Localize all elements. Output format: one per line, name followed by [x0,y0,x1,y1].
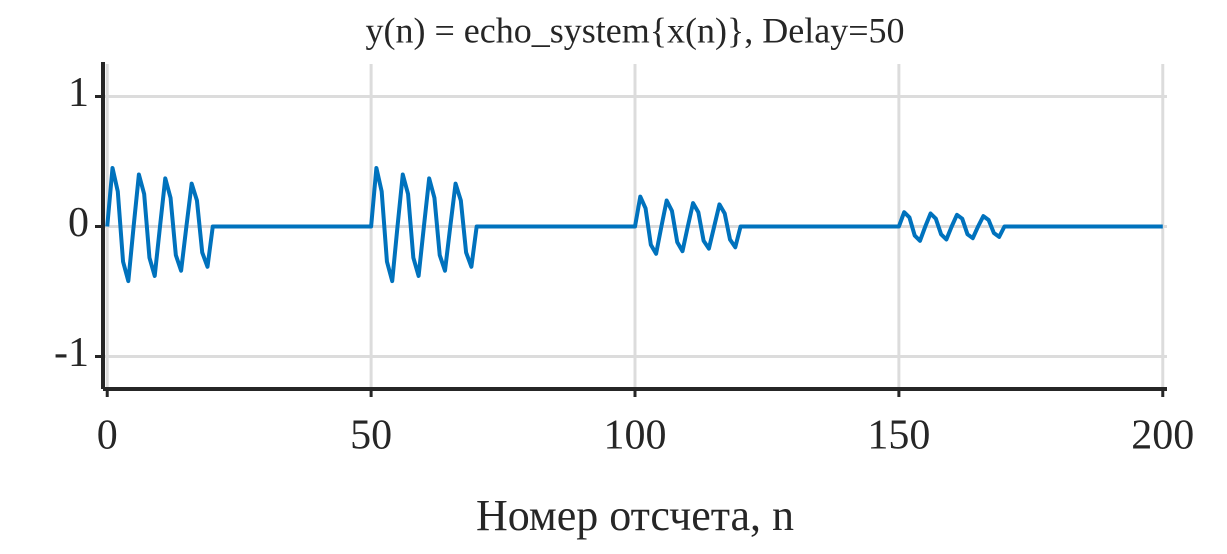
x-tick-label: 50 [350,413,392,459]
x-tick-label: 200 [1131,413,1194,459]
y-tick-label: 0 [68,200,89,246]
x-axis-label: Номер отсчета, n [476,491,794,540]
x-tick-label: 0 [97,413,118,459]
y-tick-label: -1 [54,330,89,376]
chart-title: y(n) = echo_system{x(n)}, Delay=50 [365,10,904,50]
x-tick-label: 100 [604,413,667,459]
y-tick-label: 1 [68,70,89,116]
signal-line [105,166,1163,284]
x-tick-label: 150 [867,413,930,459]
